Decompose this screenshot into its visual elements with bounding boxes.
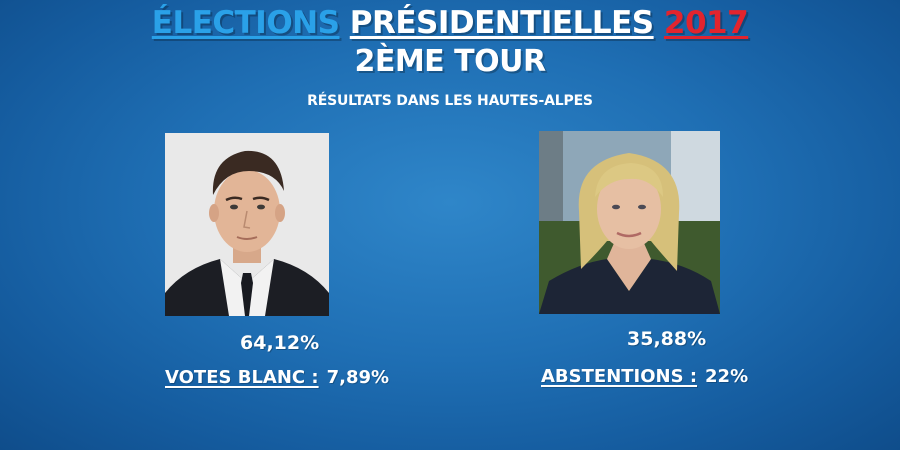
round-title: 2ÈME TOUR [354,44,546,79]
blank-votes-stat: VOTES BLANC : 7,89% [165,367,389,389]
candidate-photo-left [165,133,329,316]
candidate-photo-right [539,131,720,314]
blank-votes-value: 7,89% [326,367,390,388]
abstentions-value: 22% [705,366,749,387]
title-word-elections: ÉLECTIONS [151,5,340,41]
title-word-presidentielles: PRÉSIDENTIELLES [349,5,654,41]
blank-votes-label: VOTES BLANC : [165,367,319,388]
results-subtitle: RÉSULTATS DANS LES HAUTES-ALPES [307,93,593,109]
abstentions-label: ABSTENTIONS : [541,366,698,387]
election-title: ÉLECTIONS PRÉSIDENTIELLES 2017 [0,4,900,42]
title-word-year: 2017 [663,5,749,41]
abstentions-stat: ABSTENTIONS : 22% [541,366,748,388]
candidate-right-percentage: 35,88% [627,328,707,350]
candidate-left-percentage: 64,12% [240,332,320,354]
